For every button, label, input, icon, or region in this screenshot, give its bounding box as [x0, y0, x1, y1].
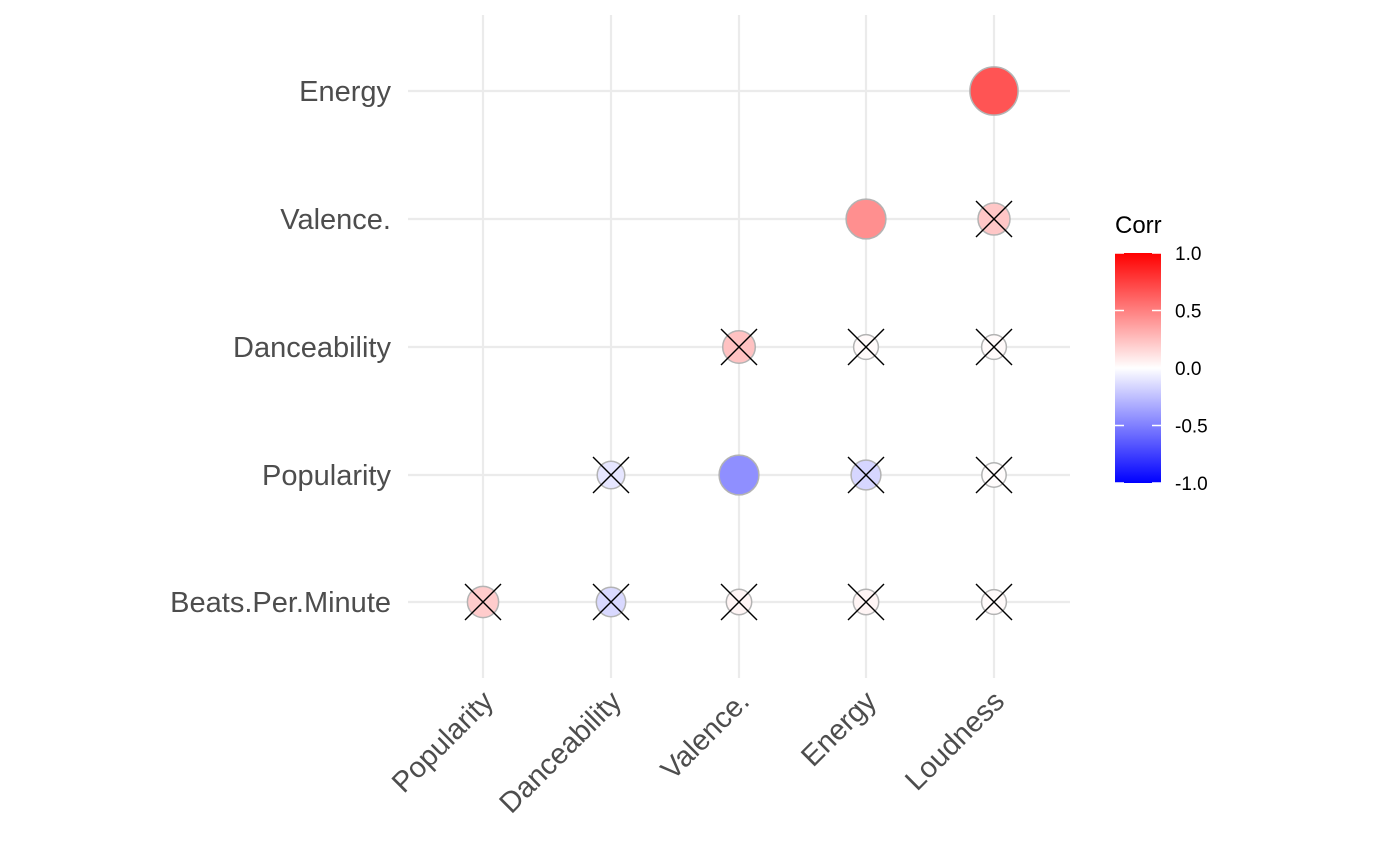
x-tick-label-danceability: Danceability [494, 685, 629, 820]
cross-stroke-b [592, 456, 630, 494]
y-tick-label-valence: Valence. [280, 204, 391, 236]
cross-stroke-b [592, 583, 630, 621]
cross-mark-popularity-loudness [975, 456, 1013, 494]
cross-mark-popularity-energy [847, 456, 885, 494]
insignificance-crosses [464, 200, 1013, 621]
legend-ticks [1115, 252, 1161, 484]
legend-label-2: 0.0 [1175, 359, 1201, 380]
cross-mark-valence-loudness [975, 200, 1013, 238]
cross-mark-danceability-valence [720, 328, 758, 366]
correlation-circles [466, 66, 1019, 619]
legend-label-3: -0.5 [1175, 417, 1208, 438]
legend-label-0: 1.0 [1175, 244, 1201, 265]
corr-circle-valence-energy [845, 198, 887, 240]
cross-mark-beats-per-minute-valence [720, 583, 758, 621]
cross-stroke-b [464, 583, 502, 621]
y-tick-label-beats-per-minute: Beats.Per.Minute [170, 587, 391, 619]
legend-title: Corr [1115, 212, 1162, 239]
x-tick-label-popularity: Popularity [386, 685, 500, 799]
cross-stroke-b [847, 328, 885, 366]
cross-mark-beats-per-minute-loudness [975, 583, 1013, 621]
corr-circle-popularity-valence [718, 454, 760, 496]
cross-stroke-b [975, 583, 1013, 621]
cross-mark-beats-per-minute-energy [847, 583, 885, 621]
cross-mark-popularity-danceability [592, 456, 630, 494]
legend: Corr 1.0 0.5 0.0 -0.5 -1.0 [1115, 212, 1208, 495]
y-axis-labels: Beats.Per.Minute Popularity Danceability Va… [170, 76, 391, 619]
y-tick-label-popularity: Popularity [262, 460, 391, 492]
cross-stroke-b [975, 456, 1013, 494]
cross-stroke-b [975, 200, 1013, 238]
cross-stroke-b [975, 328, 1013, 366]
cross-mark-beats-per-minute-popularity [464, 583, 502, 621]
cross-mark-danceability-energy [847, 328, 885, 366]
cross-stroke-b [847, 456, 885, 494]
corr-circle-energy-loudness [969, 66, 1019, 116]
y-tick-label-danceability: Danceability [233, 332, 391, 364]
cross-stroke-b [720, 583, 758, 621]
x-tick-label-valence: Valence. [655, 685, 756, 786]
legend-label-4: -1.0 [1175, 474, 1208, 495]
cross-mark-danceability-loudness [975, 328, 1013, 366]
cross-mark-beats-per-minute-danceability [592, 583, 630, 621]
cross-stroke-b [720, 328, 758, 366]
legend-label-1: 0.5 [1175, 302, 1201, 323]
x-tick-label-loudness: Loudness [899, 685, 1011, 797]
cross-stroke-b [847, 583, 885, 621]
x-tick-label-energy: Energy [795, 685, 883, 773]
y-tick-label-energy: Energy [299, 76, 391, 108]
legend-labels: 1.0 0.5 0.0 -0.5 -1.0 [1175, 244, 1208, 495]
